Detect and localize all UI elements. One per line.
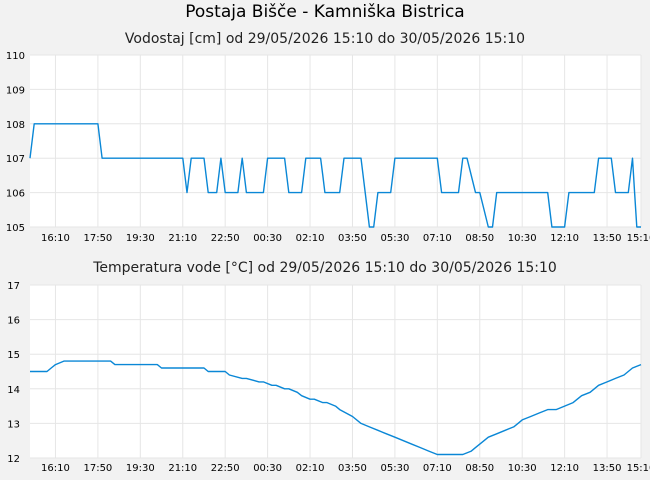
water-temp-y-tick-label: 13	[7, 419, 20, 430]
water-temp-series-line	[30, 360, 642, 456]
water-temp-x-tick-label: 22:50	[211, 463, 240, 474]
water-level-x-tick-label: 02:10	[296, 233, 325, 244]
water-level-x-tick-label: 00:30	[253, 233, 282, 244]
water-level-y-tick-label: 107	[6, 154, 25, 165]
water-level-x-tick-label: 12:10	[550, 233, 579, 244]
water-level-chart-title: Vodostaj [cm] od 29/05/2026 15:10 do 30/…	[124, 31, 526, 47]
water-level-x-tick-label: 05:30	[380, 233, 409, 244]
water-temp-x-tick-label: 07:10	[423, 463, 452, 474]
water-temp-y-tick-label: 17	[7, 281, 20, 292]
water-temp-x-tick-label: 13:50	[593, 463, 622, 474]
water-temperature-chart-title: Temperatura vode [°C] od 29/05/2026 15:1…	[93, 260, 557, 276]
water-level-x-tick-label: 16:10	[41, 233, 70, 244]
water-temp-y-tick-label: 15	[7, 350, 20, 361]
water-level-x-tick-label: 15:10	[627, 233, 650, 244]
water-temp-x-tick-label: 03:50	[338, 463, 367, 474]
water-temp-plot-area	[30, 285, 641, 458]
water-level-x-tick-label: 22:50	[211, 233, 240, 244]
water-temp-y-tick-label: 12	[7, 454, 20, 465]
water-temp-x-tick-label: 00:30	[253, 463, 282, 474]
water-level-x-tick-label: 19:30	[126, 233, 155, 244]
water-temp-x-tick-label: 21:10	[168, 463, 197, 474]
water-level-x-tick-label: 10:30	[508, 233, 537, 244]
water-temp-x-tick-label: 02:10	[296, 463, 325, 474]
water-temp-x-tick-label: 12:10	[550, 463, 579, 474]
water-temp-y-tick-label: 14	[7, 385, 20, 396]
water-temp-x-tick-label: 19:30	[126, 463, 155, 474]
water-level-x-tick-label: 08:50	[465, 233, 494, 244]
water-level-y-tick-label: 105	[6, 223, 25, 234]
water-level-x-tick-label: 03:50	[338, 233, 367, 244]
water-level-x-tick-label: 13:50	[593, 233, 622, 244]
water-level-y-tick-label: 106	[6, 189, 25, 200]
water-level-y-tick-label: 109	[6, 85, 25, 96]
water-level-series-line	[29, 123, 641, 228]
page-title: Postaja Bišče - Kamniška Bistrica	[185, 2, 465, 22]
water-temp-x-tick-label: 16:10	[41, 463, 70, 474]
water-temp-x-tick-label: 15:10	[627, 463, 650, 474]
water-level-y-tick-label: 108	[6, 120, 25, 131]
water-temp-x-tick-label: 17:50	[83, 463, 112, 474]
water-level-x-tick-label: 07:10	[423, 233, 452, 244]
water-level-x-tick-label: 21:10	[168, 233, 197, 244]
water-temp-x-tick-label: 10:30	[508, 463, 537, 474]
water-level-y-tick-label: 110	[6, 51, 25, 62]
water-level-x-tick-label: 17:50	[83, 233, 112, 244]
water-temp-x-tick-label: 05:30	[380, 463, 409, 474]
water-temp-y-tick-label: 16	[7, 316, 20, 327]
water-temp-x-tick-label: 08:50	[465, 463, 494, 474]
water-level-plot-area	[30, 55, 641, 227]
